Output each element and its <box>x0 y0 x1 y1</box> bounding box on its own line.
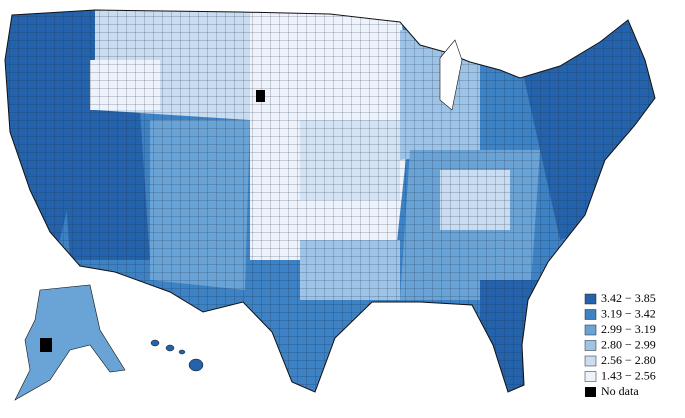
legend-swatch <box>584 340 597 351</box>
legend-label: 2.56 − 2.80 <box>601 353 656 367</box>
legend-swatch <box>584 293 597 305</box>
hawaii <box>150 339 204 372</box>
legend-label: 1.43 − 2.56 <box>601 368 656 382</box>
legend-swatch <box>584 324 597 336</box>
alaska <box>14 284 126 401</box>
legend-swatch <box>584 371 597 382</box>
legend-label: 2.80 − 2.99 <box>601 337 656 351</box>
no-data-alaska <box>40 338 52 352</box>
lake <box>439 39 463 111</box>
legend: 3.42 − 3.853.19 − 3.42 2.99 − 3.192.80 − … <box>584 291 656 398</box>
legend-label: No data <box>601 384 639 398</box>
no-data-county <box>256 90 265 102</box>
legend-label: 3.42 − 3.85 <box>601 291 656 305</box>
legend-swatch <box>584 355 597 367</box>
legend-label: 3.19 − 3.42 <box>601 306 656 320</box>
legend-swatch <box>584 309 597 320</box>
legend-label: 2.99 − 3.19 <box>601 322 656 336</box>
legend-swatch <box>585 387 596 397</box>
